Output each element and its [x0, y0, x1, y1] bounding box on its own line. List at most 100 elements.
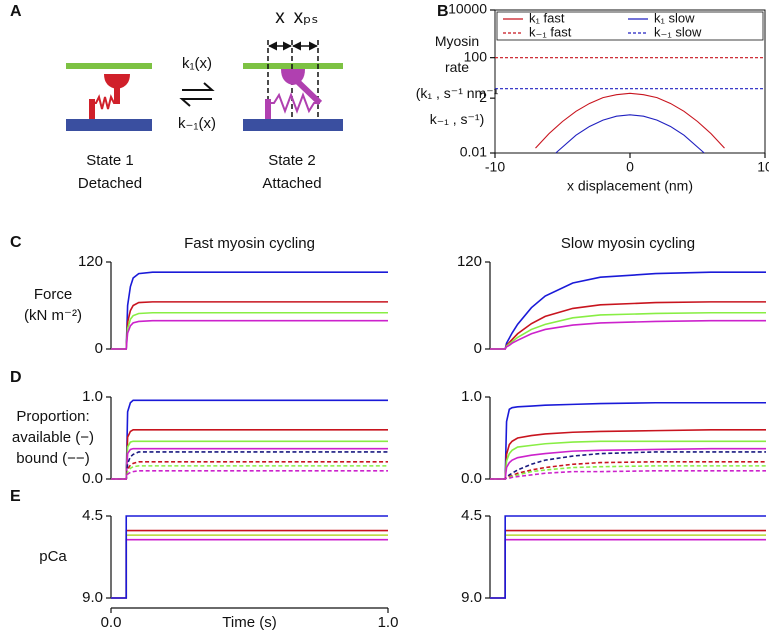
series-line — [555, 114, 705, 154]
series-line — [490, 429, 766, 480]
y-tick-label: 9.0 — [82, 589, 103, 606]
forward-arrow — [182, 82, 215, 91]
series-line — [111, 529, 388, 599]
series-line — [111, 440, 388, 480]
series-line — [111, 465, 388, 480]
series-line — [490, 401, 766, 480]
series-line — [490, 538, 766, 599]
series-line — [111, 460, 388, 480]
y-tick-label: 1.0 — [82, 388, 103, 405]
y-axis-label: Myosin — [435, 33, 479, 49]
myosin-post — [89, 99, 95, 119]
y-axis-label: Proportion: — [16, 408, 89, 425]
series-line — [490, 470, 766, 480]
series-line — [111, 515, 388, 599]
actin-bar — [66, 63, 152, 69]
series-line — [490, 440, 766, 480]
state-status: Detached — [78, 175, 142, 192]
y-axis-label: (k₁ , s⁻¹ nm⁻¹ — [416, 85, 499, 101]
myosin-head — [281, 69, 305, 85]
state-status: Attached — [262, 175, 321, 192]
x-axis-label: x displacement (nm) — [567, 178, 693, 194]
y-tick-label: 0 — [474, 340, 482, 357]
series-line — [535, 92, 725, 149]
y-tick-label: 4.5 — [82, 507, 103, 524]
chart-title: Slow myosin cycling — [561, 235, 695, 252]
x-label: x — [275, 7, 285, 28]
y-axis-label: bound (−−) — [16, 450, 89, 467]
backward-arrow — [179, 98, 212, 107]
series-line — [490, 301, 766, 350]
panel-label: E — [10, 488, 21, 505]
series-line — [490, 271, 766, 350]
y-axis-label: k₋₁ , s⁻¹) — [430, 111, 485, 127]
y-tick-label: 4.5 — [461, 507, 482, 524]
series-line — [111, 319, 388, 350]
x-tick-label: 0.0 — [101, 614, 122, 631]
spring — [268, 92, 320, 114]
x-axis-label: Time (s) — [222, 614, 276, 631]
y-axis-label: pCa — [39, 548, 67, 565]
series-line — [111, 470, 388, 480]
series-line — [111, 534, 388, 599]
series-line — [111, 447, 388, 480]
legend-box — [496, 11, 764, 41]
series-line — [490, 319, 766, 350]
legend-label: k₋₁ slow — [654, 24, 702, 39]
legend-label: k₁ slow — [654, 10, 695, 25]
series-line — [111, 301, 388, 350]
panel-label: B — [437, 3, 449, 20]
actin-bar — [243, 63, 343, 69]
series-line — [111, 451, 388, 480]
series-line — [490, 451, 766, 480]
x-tick-label: 0 — [626, 159, 634, 175]
series-line — [490, 465, 766, 480]
xps-label: xₚₛ — [294, 7, 319, 28]
state-name: State 2 — [268, 152, 316, 169]
myosin-head — [104, 74, 130, 89]
myosin-bar — [66, 119, 152, 131]
y-tick-label: 0.01 — [460, 144, 487, 160]
chart-title: Fast myosin cycling — [184, 235, 315, 252]
x-tick-label: 1.0 — [378, 614, 399, 631]
x-tick-label: 10 — [757, 159, 769, 175]
y-tick-label: 120 — [457, 253, 482, 270]
rate-label: k₋₁(x) — [178, 115, 216, 132]
legend-label: k₋₁ fast — [529, 24, 572, 39]
series-line — [490, 447, 766, 480]
y-tick-label: 10000 — [448, 1, 487, 17]
series-line — [490, 311, 766, 350]
myosin-bar — [243, 119, 343, 131]
y-tick-label: 120 — [78, 253, 103, 270]
rate-label: k₁(x) — [182, 55, 212, 72]
series-line — [490, 515, 766, 599]
state-name: State 1 — [86, 152, 134, 169]
myosin-neck — [114, 84, 120, 104]
y-axis-label: available (−) — [12, 429, 94, 446]
y-tick-label: 0.0 — [82, 470, 103, 487]
y-tick-label: 2 — [479, 89, 487, 105]
series-line — [111, 399, 388, 480]
spring — [92, 94, 118, 110]
y-axis-label: (kN m⁻²) — [24, 307, 82, 324]
series-line — [111, 538, 388, 599]
panel-label: C — [10, 234, 22, 251]
y-tick-label: 100 — [464, 48, 488, 64]
y-axis-label: Force — [34, 286, 72, 303]
legend-label: k₁ fast — [529, 10, 565, 25]
x-tick-label: -10 — [485, 159, 505, 175]
y-tick-label: 0 — [95, 340, 103, 357]
panel-label: A — [10, 3, 22, 20]
y-tick-label: 1.0 — [461, 388, 482, 405]
series-line — [111, 311, 388, 350]
panel-label: D — [10, 369, 22, 386]
series-line — [490, 529, 766, 599]
series-line — [490, 534, 766, 599]
series-line — [111, 271, 388, 350]
myosin-arm — [294, 78, 323, 106]
y-axis-label: rate — [445, 59, 469, 75]
diagram: A State 1 Detached k₁(x) k₋₁(x) x xₚₛ St… — [10, 3, 343, 192]
series-line — [111, 429, 388, 480]
myosin-post — [265, 99, 271, 119]
